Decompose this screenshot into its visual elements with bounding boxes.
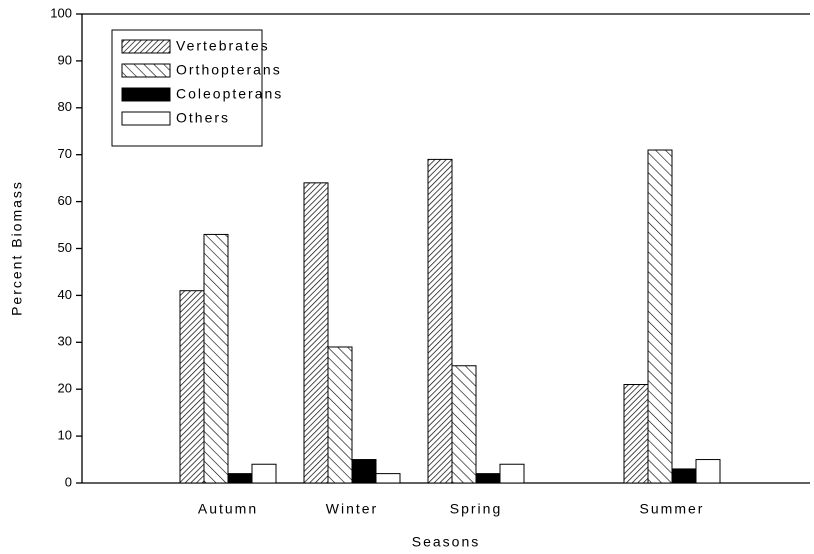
bar <box>475 473 501 484</box>
legend-swatch <box>121 39 171 54</box>
y-axis-title: Percent Biomass <box>9 180 25 316</box>
legend-swatch <box>121 87 171 102</box>
y-tick-label: 10 <box>58 428 72 443</box>
y-tick-label: 30 <box>58 334 72 349</box>
bar <box>375 473 401 484</box>
x-tick-label: Autumn <box>198 501 258 517</box>
bar <box>351 459 377 484</box>
bar <box>251 463 277 484</box>
y-tick-label: 100 <box>50 5 72 20</box>
legend-swatch <box>121 63 171 78</box>
y-tick-label: 60 <box>58 193 72 208</box>
y-tick-label: 70 <box>58 146 72 161</box>
legend-label: Others <box>176 110 230 126</box>
bar <box>227 473 253 484</box>
y-tick-label: 80 <box>58 99 72 114</box>
y-tick-label: 20 <box>58 381 72 396</box>
x-tick-label: Summer <box>640 501 705 517</box>
legend-swatch <box>121 111 171 126</box>
legend-label: Coleopterans <box>176 86 283 102</box>
y-tick-label: 90 <box>58 52 72 67</box>
bar <box>203 233 229 484</box>
y-tick-label: 40 <box>58 287 72 302</box>
legend-label: Orthopterans <box>176 62 282 78</box>
bar <box>623 384 649 484</box>
x-tick-label: Spring <box>450 501 502 517</box>
bar <box>451 365 477 484</box>
bar <box>427 158 453 484</box>
bar <box>179 290 205 484</box>
bar <box>499 463 525 484</box>
bar <box>647 149 673 484</box>
bar <box>695 459 721 484</box>
x-axis-title: Seasons <box>412 534 480 550</box>
x-tick-label: Winter <box>326 501 378 517</box>
y-tick-label: 0 <box>65 474 72 489</box>
y-tick-label: 50 <box>58 240 72 255</box>
legend-label: Vertebrates <box>176 38 270 54</box>
bar <box>671 468 697 484</box>
bar <box>303 182 329 484</box>
bar <box>327 346 353 484</box>
